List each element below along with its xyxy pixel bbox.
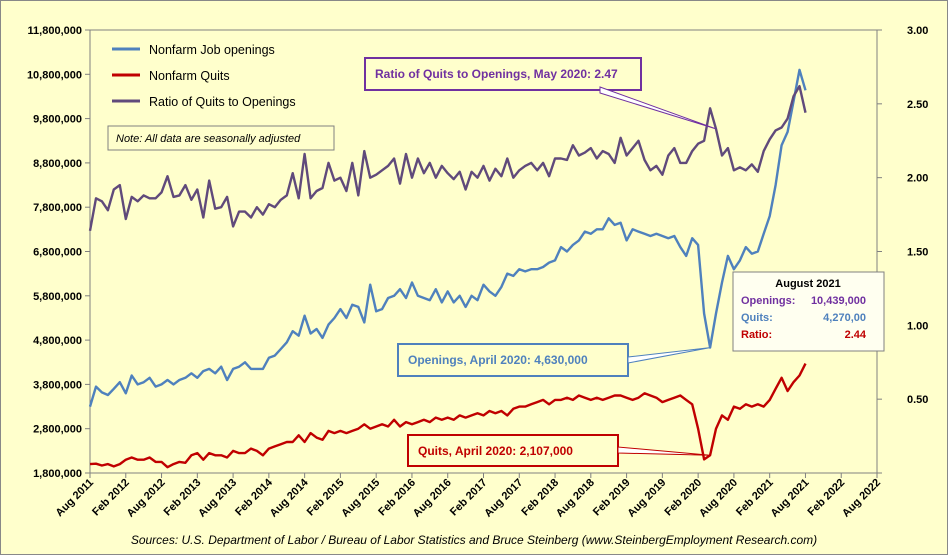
y-left-tick-label: 6,800,000	[33, 247, 82, 259]
annotation-quits-box	[407, 434, 619, 467]
y-left-tick-label: 2,800,000	[33, 424, 82, 436]
y-left-tick-label: 1,800,000	[33, 468, 82, 480]
series-line-1	[89, 363, 807, 469]
y-right-tick-label: 2.00	[907, 173, 928, 185]
legend-label-quits: Nonfarm Quits	[149, 69, 230, 83]
annotation-openings: Openings, April 2020: 4,630,000	[397, 343, 711, 377]
note-frame	[107, 125, 335, 151]
y-left-tick-label: 11,800,000	[28, 25, 82, 37]
y-left-tick-label: 5,800,000	[33, 291, 82, 303]
annotation-quits-text: Quits, April 2020: 2,107,000	[418, 444, 573, 458]
y-right-tick-label: 0.50	[907, 394, 928, 406]
source-note: Sources: U.S. Department of Labor / Bure…	[131, 533, 817, 547]
y-right-tick-label: 1.00	[907, 320, 928, 332]
annotation-openings-pointer	[627, 347, 711, 364]
y-right-tick-label: 3.00	[907, 25, 928, 37]
legend-label-ratio: Ratio of Quits to Openings	[149, 95, 296, 109]
callout-box: August 2021 Openings: 10,439,000 Quits: …	[732, 271, 885, 352]
y-left-tick-label: 9,800,000	[33, 114, 82, 126]
annotation-ratio-box	[364, 57, 642, 91]
note-text: Note: All data are seasonally adjusted	[116, 133, 301, 145]
series-line-0	[88, 68, 807, 407]
annotation-openings-box	[397, 343, 629, 377]
callout-frame	[732, 271, 885, 352]
annotation-ratio: Ratio of Quits to Openings, May 2020: 2.…	[364, 57, 717, 130]
y-right-tick-label: 2.50	[907, 99, 928, 111]
callout-ratio-value: 2.44	[845, 329, 867, 341]
callout-ratio-label: Ratio:	[741, 329, 772, 341]
plot-area	[89, 29, 878, 474]
annotation-openings-text: Openings, April 2020: 4,630,000	[408, 353, 588, 367]
legend-label-openings: Nonfarm Job openings	[149, 43, 275, 57]
y-left-tick-label: 7,800,000	[33, 202, 82, 214]
series-layer	[88, 68, 807, 469]
y-right-axis: 0.50 1.00 1.50 2.00 2.50 3.00	[877, 25, 928, 474]
callout-title: August 2021	[775, 278, 840, 290]
callout-quits-value: 4,270,00	[823, 312, 866, 324]
callout-quits-label: Quits:	[741, 312, 773, 324]
callout-openings-label: Openings:	[741, 295, 795, 307]
y-left-tick-label: 3,800,000	[33, 379, 82, 391]
legend: Nonfarm Job openings Nonfarm Quits Ratio…	[112, 43, 296, 109]
annotation-quits: Quits, April 2020: 2,107,000	[407, 434, 711, 467]
annotation-quits-pointer	[617, 446, 711, 456]
series-line-2	[88, 84, 807, 232]
annotation-ratio-text: Ratio of Quits to Openings, May 2020: 2.…	[375, 67, 618, 81]
y-left-tick-label: 8,800,000	[33, 158, 82, 170]
y-right-tick-label: 1.50	[907, 247, 928, 259]
y-left-axis: 1,800,000 2,800,000 3,800,000 4,800,000 5,80…	[27, 25, 90, 480]
y-left-tick-label: 4,800,000	[33, 335, 82, 347]
annotation-ratio-pointer	[599, 86, 717, 130]
callout-openings-value: 10,439,000	[811, 295, 866, 307]
note-box: Note: All data are seasonally adjusted	[107, 125, 335, 151]
y-left-tick-label: 10,800,000	[27, 69, 82, 81]
